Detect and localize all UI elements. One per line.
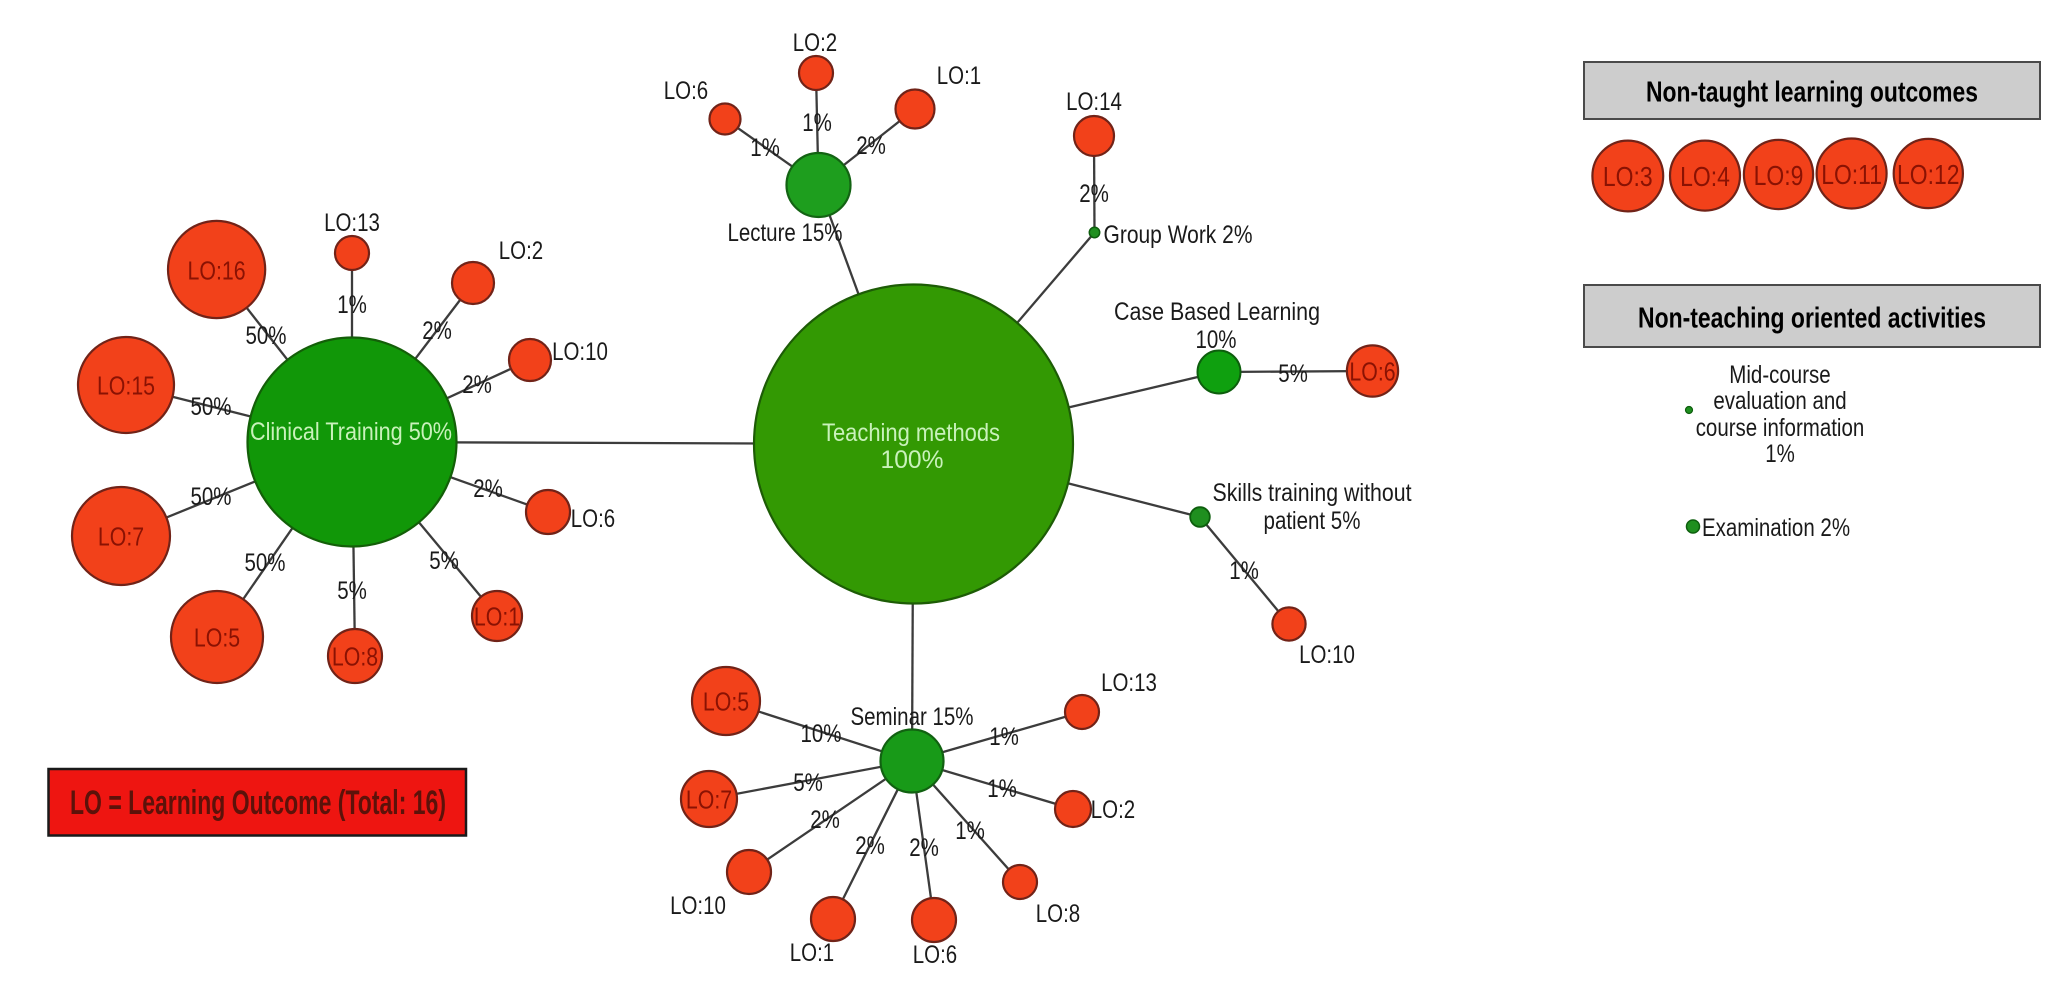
- svg-text:Seminar 15%: Seminar 15%: [850, 703, 973, 731]
- svg-text:2%: 2%: [856, 132, 886, 160]
- svg-text:course information: course information: [1696, 414, 1865, 442]
- svg-text:1%: 1%: [987, 775, 1017, 803]
- svg-text:LO:7: LO:7: [686, 784, 732, 814]
- svg-text:patient 5%: patient 5%: [1264, 507, 1361, 535]
- svg-text:LO:10: LO:10: [552, 338, 608, 366]
- svg-text:LO:6: LO:6: [571, 505, 615, 533]
- svg-text:LO:13: LO:13: [1101, 669, 1157, 697]
- svg-text:50%: 50%: [191, 483, 232, 511]
- svg-text:1%: 1%: [1765, 440, 1795, 468]
- svg-text:LO:13: LO:13: [324, 209, 380, 237]
- svg-text:Non-teaching oriented activiti: Non-teaching oriented activities: [1638, 302, 1986, 334]
- svg-text:50%: 50%: [246, 322, 287, 350]
- svg-text:Mid-course: Mid-course: [1729, 361, 1830, 389]
- svg-text:Non-taught learning outcomes: Non-taught learning outcomes: [1646, 76, 1978, 108]
- svg-text:Examination 2%: Examination 2%: [1702, 514, 1850, 542]
- svg-text:1%: 1%: [750, 134, 780, 162]
- svg-text:5%: 5%: [793, 769, 823, 797]
- svg-text:1%: 1%: [989, 723, 1019, 751]
- svg-text:2%: 2%: [1079, 180, 1109, 208]
- svg-text:LO:1: LO:1: [937, 62, 981, 90]
- svg-text:10%: 10%: [801, 720, 842, 748]
- svg-text:LO:6: LO:6: [913, 941, 957, 969]
- svg-text:LO:5: LO:5: [194, 622, 240, 652]
- svg-text:5%: 5%: [337, 577, 367, 605]
- svg-text:50%: 50%: [245, 549, 286, 577]
- svg-text:50%: 50%: [191, 393, 232, 421]
- svg-text:LO:1: LO:1: [790, 939, 834, 967]
- svg-text:LO:7: LO:7: [98, 521, 144, 551]
- svg-text:Teaching methods: Teaching methods: [822, 419, 1000, 447]
- svg-text:LO:11: LO:11: [1821, 159, 1882, 190]
- svg-text:LO:4: LO:4: [1680, 161, 1730, 192]
- svg-text:LO:6: LO:6: [1349, 356, 1395, 386]
- svg-text:LO:14: LO:14: [1066, 88, 1122, 116]
- svg-text:LO:16: LO:16: [188, 255, 246, 285]
- svg-text:LO:2: LO:2: [499, 237, 543, 265]
- svg-text:Clinical Training 50%: Clinical Training 50%: [250, 418, 452, 446]
- svg-text:Lecture 15%: Lecture 15%: [727, 219, 842, 247]
- svg-text:5%: 5%: [429, 547, 459, 575]
- svg-text:Skills training without: Skills training without: [1213, 479, 1412, 507]
- svg-text:LO:15: LO:15: [97, 370, 155, 400]
- svg-text:LO:5: LO:5: [703, 686, 749, 716]
- svg-text:2%: 2%: [810, 806, 840, 834]
- svg-text:2%: 2%: [909, 834, 939, 862]
- svg-text:LO:6: LO:6: [664, 77, 708, 105]
- svg-text:1%: 1%: [802, 109, 832, 137]
- svg-text:2%: 2%: [855, 832, 885, 860]
- svg-text:LO:8: LO:8: [1036, 900, 1080, 928]
- svg-text:LO:12: LO:12: [1897, 159, 1960, 190]
- svg-text:Group Work 2%: Group Work 2%: [1104, 221, 1253, 249]
- svg-text:LO:1: LO:1: [474, 601, 520, 631]
- svg-text:5%: 5%: [1278, 360, 1308, 388]
- svg-text:2%: 2%: [462, 371, 492, 399]
- svg-text:2%: 2%: [422, 317, 452, 345]
- svg-text:evaluation and: evaluation and: [1713, 387, 1846, 415]
- svg-text:LO:10: LO:10: [1299, 641, 1355, 669]
- svg-text:1%: 1%: [337, 291, 367, 319]
- svg-text:100%: 100%: [881, 446, 944, 474]
- svg-text:10%: 10%: [1196, 326, 1237, 354]
- svg-text:LO:9: LO:9: [1754, 160, 1804, 191]
- svg-text:Case Based Learning: Case Based Learning: [1114, 298, 1320, 326]
- svg-text:LO = Learning Outcome (Total:: LO = Learning Outcome (Total: 16): [70, 784, 446, 822]
- svg-text:LO:3: LO:3: [1603, 161, 1653, 192]
- svg-text:1%: 1%: [955, 817, 985, 845]
- svg-text:LO:10: LO:10: [670, 892, 726, 920]
- svg-text:2%: 2%: [473, 475, 503, 503]
- svg-text:LO:8: LO:8: [332, 641, 378, 671]
- svg-text:LO:2: LO:2: [793, 29, 837, 57]
- svg-text:LO:2: LO:2: [1091, 796, 1135, 824]
- svg-text:1%: 1%: [1229, 557, 1259, 585]
